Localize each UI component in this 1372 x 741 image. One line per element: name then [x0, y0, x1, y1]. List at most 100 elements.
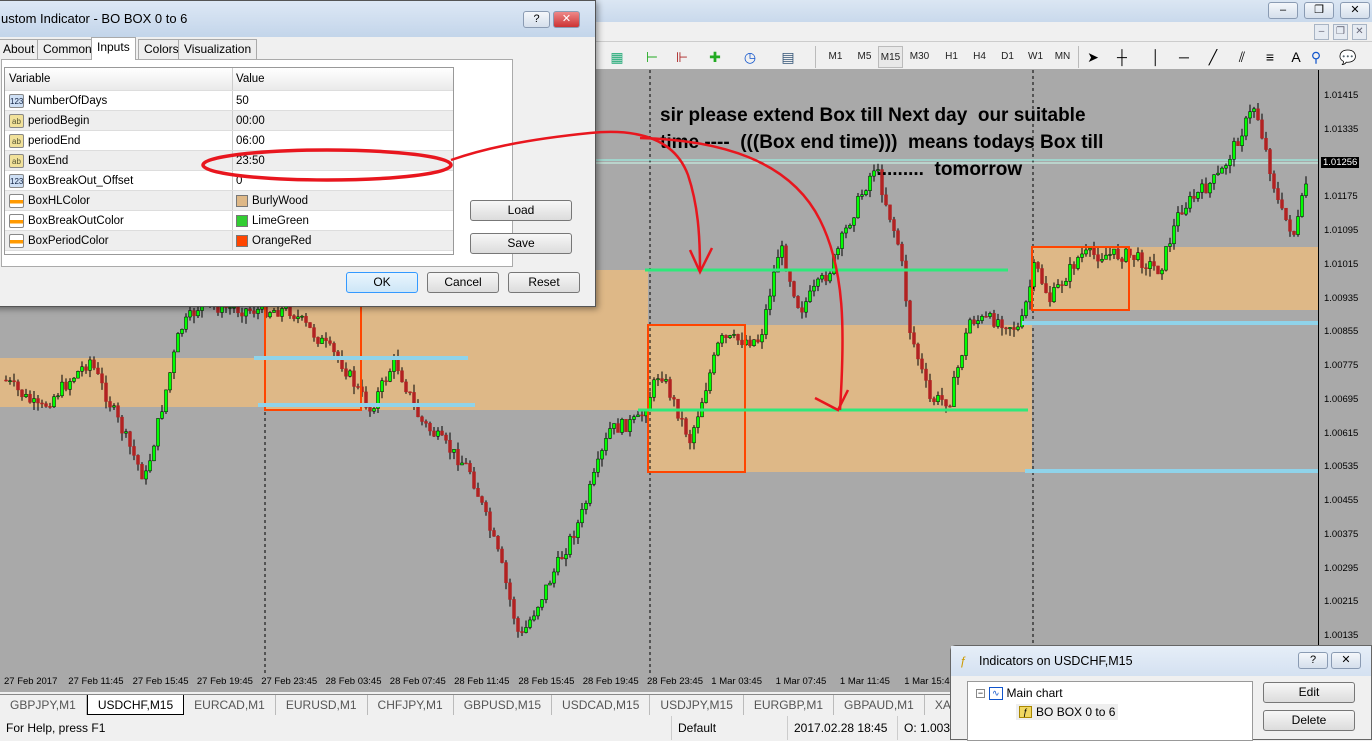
bull-candle: [704, 390, 708, 403]
minimize-button[interactable]: –: [1268, 2, 1298, 19]
param-row[interactable]: BoxHLColor BurlyWood: [5, 191, 453, 211]
dialog-tab-inputs[interactable]: Inputs: [91, 37, 136, 60]
param-row[interactable]: 123 NumberOfDays 50: [5, 91, 453, 111]
param-value-cell[interactable]: 50: [233, 91, 453, 110]
param-row[interactable]: ab BoxEnd 23:50: [5, 151, 453, 171]
tree-item-indicator[interactable]: ƒ BO BOX 0 to 6: [1016, 704, 1119, 720]
timeframe-m1[interactable]: M1: [828, 51, 843, 62]
param-value-cell[interactable]: 06:00: [233, 131, 453, 150]
timeframe-m30[interactable]: M30: [909, 51, 930, 62]
reset-button[interactable]: Reset: [508, 272, 580, 293]
templates-icon[interactable]: ▤: [781, 49, 795, 65]
param-value-cell[interactable]: LimeGreen: [233, 211, 453, 230]
timeframe-h4[interactable]: H4: [973, 51, 986, 62]
dialog-tab-common[interactable]: Common: [37, 39, 98, 59]
dialog-help-button[interactable]: ?: [523, 11, 550, 28]
timeframe-h1[interactable]: H1: [945, 51, 958, 62]
close-button[interactable]: ✕: [1340, 2, 1370, 19]
load-button[interactable]: Load: [470, 200, 572, 221]
chart-tab[interactable]: EURUSD,M1: [276, 695, 368, 715]
timeframe-w1[interactable]: W1: [1028, 51, 1043, 62]
text-icon[interactable]: A: [1291, 49, 1301, 65]
chart-shift-icon[interactable]: ⊢: [645, 49, 659, 65]
indicators-close-button[interactable]: ✕: [1331, 652, 1361, 669]
bear-candle: [520, 631, 524, 633]
vertical-line-icon[interactable]: │: [1151, 49, 1161, 65]
bear-candle: [248, 308, 252, 312]
bear-candle: [324, 337, 328, 342]
param-row[interactable]: BoxBreakOutColor LimeGreen: [5, 211, 453, 231]
profiles-icon[interactable]: ▦: [610, 49, 624, 65]
bull-candle: [804, 301, 808, 313]
bear-candle: [4, 379, 8, 382]
edit-button[interactable]: Edit: [1263, 682, 1355, 703]
param-value-cell[interactable]: 00:00: [233, 111, 453, 130]
tree-item-main-chart[interactable]: − ∿ Main chart: [976, 686, 1063, 700]
bull-candle: [620, 419, 624, 433]
fibonacci-icon[interactable]: ≡: [1265, 49, 1275, 65]
param-value-cell[interactable]: 0: [233, 171, 453, 190]
timeframe-mn[interactable]: MN: [1054, 51, 1071, 62]
dialog-tab-visualization[interactable]: Visualization: [178, 39, 258, 59]
bear-candle: [736, 334, 740, 341]
new-indicator-icon[interactable]: ✚: [709, 49, 721, 65]
chart-tab[interactable]: EURCAD,M1: [184, 695, 276, 715]
save-button[interactable]: Save: [470, 233, 572, 254]
chart-tab[interactable]: GBPAUD,M1: [834, 695, 925, 715]
cursor-icon[interactable]: ➤: [1087, 49, 1099, 65]
chart-tab[interactable]: USDJPY,M15: [650, 695, 744, 715]
param-row[interactable]: ab periodBegin 00:00: [5, 111, 453, 131]
bear-candle: [508, 582, 512, 600]
param-value-cell[interactable]: 23:50: [233, 151, 453, 170]
bull-candle: [1056, 284, 1060, 288]
child-minimize-button[interactable]: –: [1314, 24, 1329, 40]
bull-candle: [1196, 192, 1200, 199]
param-row[interactable]: 123 BoxBreakOut_Offset 0: [5, 171, 453, 191]
bull-candle: [848, 224, 852, 229]
param-value-cell[interactable]: BurlyWood: [233, 191, 453, 210]
timeframe-m15[interactable]: M15: [878, 46, 903, 68]
column-value[interactable]: Value: [236, 72, 265, 85]
chart-tab[interactable]: USDCAD,M15: [552, 695, 651, 715]
param-row[interactable]: BoxPeriodColor OrangeRed: [5, 231, 453, 251]
chart-tab[interactable]: USDCHF,M15: [86, 695, 185, 715]
child-close-button[interactable]: ✕: [1352, 24, 1367, 40]
trendline-icon[interactable]: ╱: [1208, 49, 1218, 65]
cancel-button[interactable]: Cancel: [427, 272, 499, 293]
child-restore-button[interactable]: ❐: [1333, 24, 1348, 40]
equidistant-channel-icon[interactable]: ⫽: [1238, 49, 1246, 65]
dialog-tab-colors[interactable]: Colors: [138, 39, 185, 59]
crosshair-icon[interactable]: ┼: [1117, 49, 1127, 65]
horizontal-line-icon[interactable]: ─: [1179, 49, 1189, 65]
chart-tab[interactable]: CHFJPY,M1: [368, 695, 454, 715]
chat-icon[interactable]: 💬: [1339, 49, 1357, 65]
param-name: BoxBreakOut_Offset: [28, 174, 134, 187]
autoscroll-icon[interactable]: ⊩: [675, 49, 689, 65]
bear-candle: [1116, 248, 1120, 260]
ok-button[interactable]: OK: [346, 272, 418, 293]
dialog-close-button[interactable]: ✕: [553, 11, 580, 28]
bear-candle: [784, 245, 788, 272]
param-value-cell[interactable]: OrangeRed: [233, 231, 453, 250]
periods-icon[interactable]: ◷: [743, 49, 757, 65]
bull-candle: [1100, 259, 1104, 262]
param-row[interactable]: ab periodEnd 06:00: [5, 131, 453, 151]
chart-tab[interactable]: GBPJPY,M1: [0, 695, 87, 715]
delete-button[interactable]: Delete: [1263, 710, 1355, 731]
collapse-icon[interactable]: −: [976, 687, 985, 698]
restore-button[interactable]: ❐: [1304, 2, 1334, 19]
bear-candle: [364, 391, 368, 408]
indicators-help-button[interactable]: ?: [1298, 652, 1328, 669]
timeframe-d1[interactable]: D1: [1001, 51, 1014, 62]
bear-candle: [680, 418, 684, 420]
bear-candle: [480, 496, 484, 503]
chart-tab[interactable]: EURGBP,M1: [744, 695, 835, 715]
toolbar-separator: [1078, 46, 1079, 68]
bear-candle: [240, 312, 244, 317]
column-variable[interactable]: Variable: [5, 68, 233, 90]
dialog-tab-about[interactable]: About: [0, 39, 41, 59]
zoom-icon[interactable]: ⚲: [1310, 49, 1322, 65]
timeframe-m5[interactable]: M5: [857, 51, 872, 62]
bear-candle: [28, 394, 32, 403]
chart-tab[interactable]: GBPUSD,M15: [454, 695, 553, 715]
